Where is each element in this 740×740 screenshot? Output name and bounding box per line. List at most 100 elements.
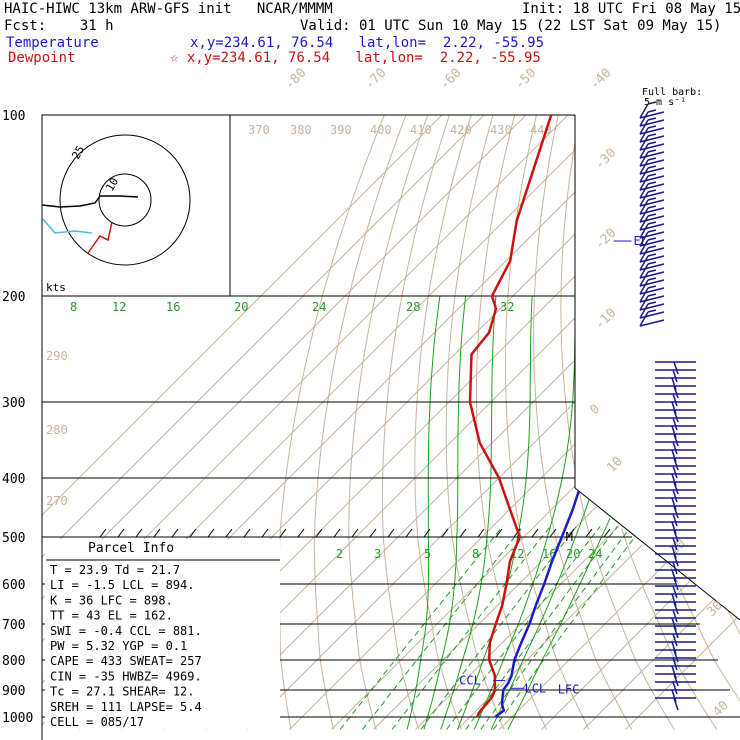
hodograph-frame	[41, 114, 231, 297]
isobar-hash	[441, 528, 449, 538]
wind-barb	[647, 293, 657, 297]
moist-adiabat-line	[473, 295, 577, 730]
mixing-ratio-label: 3	[374, 547, 381, 561]
wind-barb	[639, 111, 649, 127]
dry-adiabat-line	[708, 115, 740, 730]
parcel-info-row: SREH = 111 LAPSE= 5.4	[50, 700, 202, 714]
wind-barb	[639, 263, 665, 271]
mixing-ratio-line	[446, 525, 601, 730]
isotherm-label: 30	[704, 598, 726, 620]
parcel-info-row: CAPE = 433 SWEAT= 257	[50, 654, 202, 668]
wind-barb	[639, 191, 665, 199]
wind-barb	[647, 165, 657, 169]
wind-barb	[672, 537, 678, 551]
hodograph-trace-mid	[42, 217, 93, 234]
dry-adiabat-line	[637, 115, 740, 730]
isobar-hash	[459, 528, 467, 538]
wind-barb	[673, 409, 679, 423]
dry-adiabat-line	[505, 115, 590, 730]
wind-barb	[672, 657, 678, 671]
wind-barb	[639, 239, 665, 247]
wind-barb	[639, 159, 649, 175]
wind-barb	[647, 125, 657, 129]
wind-barb	[639, 287, 665, 295]
isotherm-label: -50	[512, 66, 539, 93]
dewpoint-line	[468, 115, 553, 718]
wind-barb	[647, 269, 657, 273]
isobar-hash	[477, 528, 485, 538]
isobar-hash	[135, 528, 143, 538]
wind-barb	[647, 301, 657, 305]
wind-barb	[647, 109, 657, 113]
theta-label: 290	[46, 349, 68, 363]
mixing-ratio-line	[362, 525, 524, 730]
parcel-info-row: CIN = -35 HWBZ= 4969.	[50, 669, 202, 683]
wind-barb	[673, 433, 679, 447]
pressure-label: 800	[2, 654, 25, 669]
isobar-hash	[315, 528, 323, 538]
isobar-hash	[117, 528, 125, 538]
dry-adiabat-line	[533, 115, 633, 730]
mixing-ratio-label: 16	[166, 300, 180, 314]
wind-barb	[639, 223, 649, 239]
isobar-hash	[531, 528, 539, 538]
wind-barb	[639, 207, 649, 223]
wind-barb	[639, 231, 665, 239]
dry-adiabat-line	[731, 115, 740, 730]
wind-barb	[639, 223, 665, 231]
theta-label: 430	[490, 123, 512, 137]
parcel-info-background	[45, 539, 280, 729]
hodograph: 25 10 kts	[41, 114, 231, 297]
isotherm-line	[247, 115, 740, 730]
parcel-info-row: CELL = 085/17	[50, 715, 144, 729]
wind-barb	[639, 175, 649, 191]
mixing-ratio-label: 20	[566, 547, 580, 561]
isobar-hash	[351, 528, 359, 538]
wind-barb	[647, 157, 657, 161]
theta-label: 410	[410, 123, 432, 137]
wind-barb	[672, 393, 678, 407]
wind-barb	[672, 633, 678, 647]
ccl-label: CCL	[459, 674, 481, 688]
isotherm-line	[42, 115, 554, 730]
wind-barb	[639, 135, 665, 143]
wind-barb	[639, 247, 665, 255]
wind-barb	[639, 151, 665, 159]
lcl-label: LCL	[524, 681, 546, 695]
wind-barb	[672, 609, 678, 623]
wind-barb	[647, 285, 657, 289]
isobar-hash	[585, 528, 593, 538]
parcel-info-row: LI = -1.5 LCL = 894.	[50, 578, 195, 592]
parcel-info-row: PW = 5.32 YGP = 0.1	[50, 639, 187, 653]
pressure-label: 500	[2, 531, 25, 546]
mixing-ratio-label: 28	[406, 300, 420, 314]
isobar-hash	[549, 528, 557, 538]
mixing-ratio-label: 32	[500, 300, 514, 314]
mixing-ratio-label: 12	[112, 300, 126, 314]
isobar-hash	[333, 528, 341, 538]
dry-adiabat-line	[278, 115, 397, 730]
mixing-ratio-label: 8	[70, 300, 77, 314]
wind-barb	[639, 151, 649, 167]
mixing-ratio-label: 2	[336, 547, 343, 561]
parcel-info-row: T = 23.9 Td = 21.7	[50, 563, 180, 577]
isotherm-line	[42, 115, 512, 730]
wind-barb	[673, 529, 679, 543]
isobar-hash	[405, 528, 413, 538]
theta-label: 370	[248, 123, 270, 137]
wind-barb	[647, 173, 657, 177]
wind-barb	[639, 207, 665, 215]
wind-barb	[672, 561, 678, 575]
isobar-hash	[369, 528, 377, 538]
parcel-info-row: Tc = 27.1 SHEAR= 12.	[50, 685, 195, 699]
header-init: Init: 18 UTC Fri 08 May 15	[522, 1, 740, 17]
isotherm-line	[541, 115, 740, 730]
isobar-hash	[567, 528, 575, 538]
legend-dewpoint-position: ☆ x,y=234.61, 76.54 lat,lon= 2.22, -55.9…	[170, 50, 541, 66]
wind-barb	[639, 311, 649, 327]
wind-barb	[673, 481, 679, 495]
wind-barb	[639, 263, 649, 279]
wind-barb	[672, 489, 678, 503]
isobar-hash	[225, 528, 233, 538]
